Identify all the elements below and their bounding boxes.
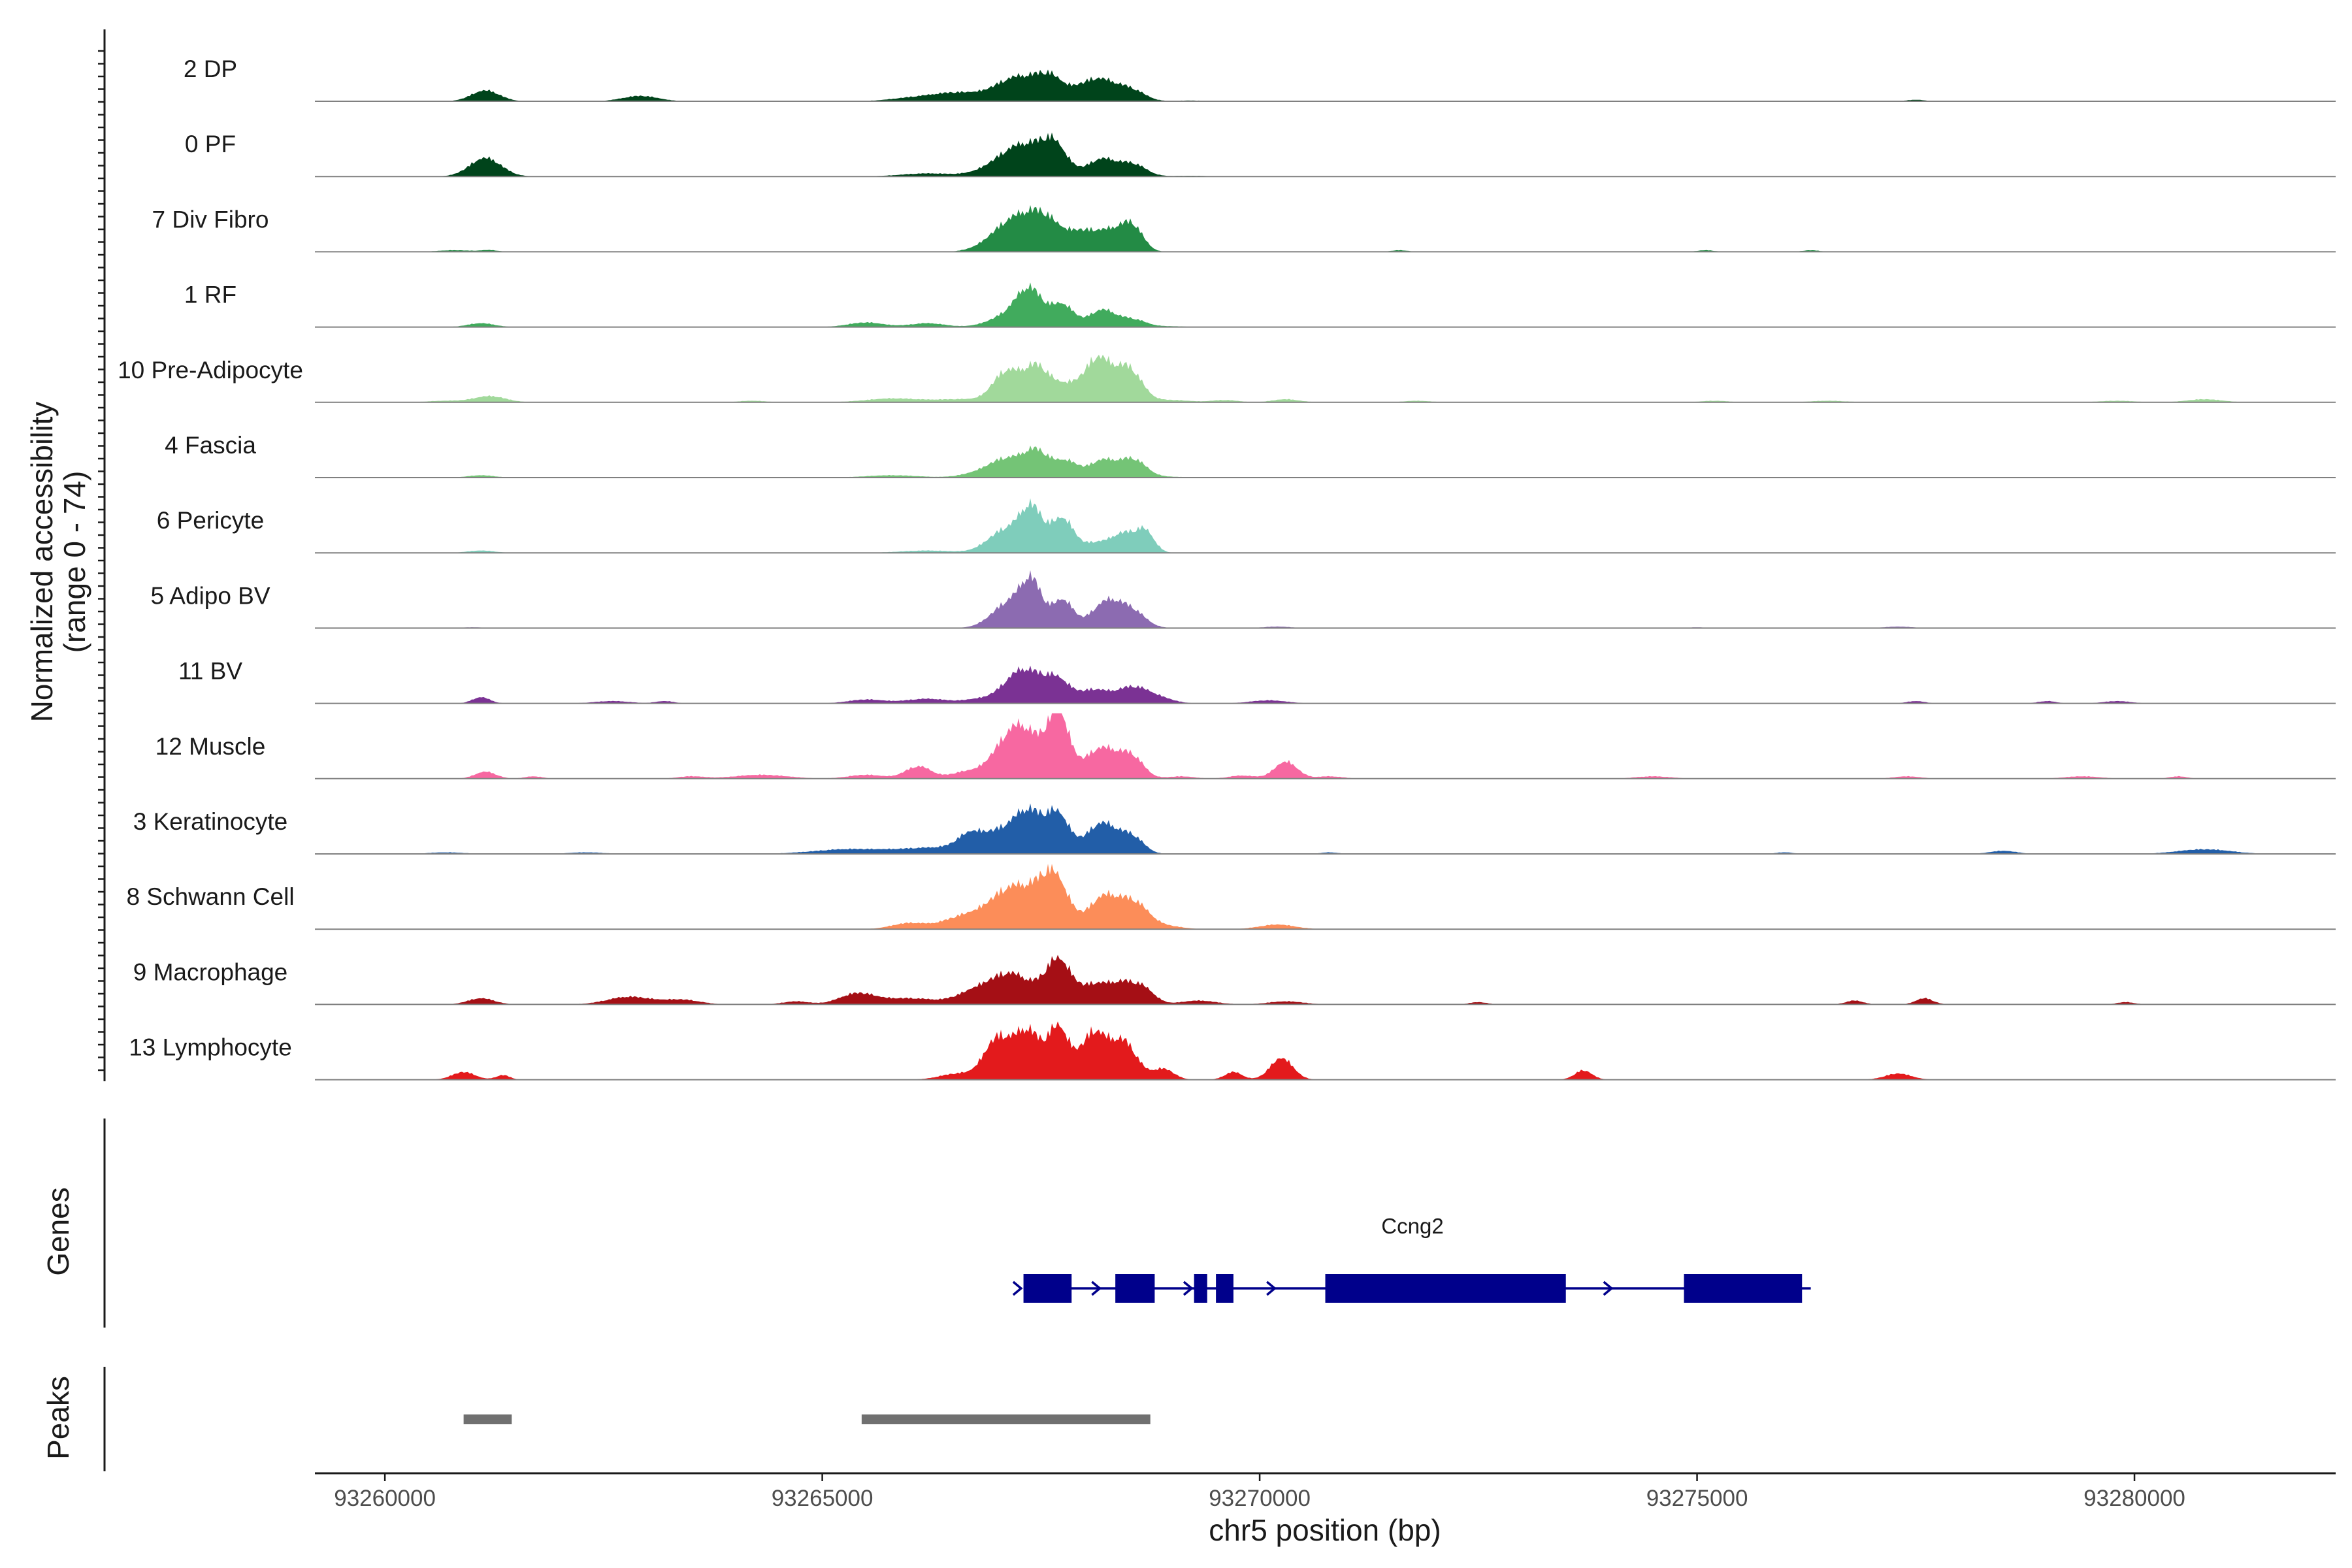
coverage-area xyxy=(315,570,2336,629)
strand-arrow xyxy=(1603,1281,1614,1296)
gene-exon xyxy=(1216,1274,1233,1303)
coverage-area xyxy=(315,665,2336,704)
peaks-track xyxy=(103,1367,1151,1471)
track-9: 11 BV xyxy=(178,658,2336,704)
x-tick-label: 93280000 xyxy=(2083,1486,2185,1511)
track-label: 11 BV xyxy=(178,658,242,685)
track-1: 2 DP xyxy=(184,56,2336,102)
coverage-area xyxy=(315,864,2336,930)
coverage-area xyxy=(315,132,2336,177)
track-label: 2 DP xyxy=(184,56,237,82)
gene-track: Ccng2 xyxy=(103,1119,1811,1328)
track-5: 10 Pre-Adipocyte xyxy=(118,354,2336,403)
track-label: 6 Pericyte xyxy=(157,507,265,534)
gene-name-label: Ccng2 xyxy=(1381,1214,1443,1238)
coverage-area xyxy=(315,354,2336,402)
gene-exon xyxy=(1684,1274,1803,1303)
track-label: 9 Macrophage xyxy=(133,958,288,985)
x-axis: 93260000 93265000 93270000 93275000 93280000 xyxy=(315,1472,2336,1511)
y-axis-title-line1: Normalized accessibility xyxy=(25,402,59,723)
peak-region xyxy=(463,1414,512,1424)
track-4: 1 RF xyxy=(184,282,2336,328)
gene-exon xyxy=(1115,1274,1155,1303)
x-tick-label: 93260000 xyxy=(334,1486,436,1511)
genes-axis-title: Genes xyxy=(41,1187,75,1276)
gene-exon xyxy=(1023,1274,1072,1303)
gene-exon xyxy=(1325,1274,1566,1303)
coverage-area xyxy=(315,803,2336,854)
coverage-area xyxy=(315,446,2336,478)
track-label: 8 Schwann Cell xyxy=(126,883,294,910)
coverage-area xyxy=(315,204,2336,252)
track-label: 13 Lymphocyte xyxy=(129,1034,292,1061)
strand-arrow xyxy=(1012,1281,1023,1296)
coverage-area xyxy=(315,282,2336,327)
track-label: 12 Muscle xyxy=(155,733,266,760)
strand-arrow xyxy=(1091,1281,1102,1296)
x-tick-label: 93265000 xyxy=(772,1486,874,1511)
y-axis xyxy=(98,29,106,1081)
coverage-area xyxy=(315,955,2336,1005)
track-label: 3 Keratinocyte xyxy=(133,808,288,835)
track-2: 0 PF xyxy=(185,131,2336,178)
track-13: 9 Macrophage xyxy=(133,955,2336,1005)
track-11: 3 Keratinocyte xyxy=(133,803,2336,855)
coverage-tracks: 2 DP 0 PF 7 Div Fibro 1 RF 10 Pre-Adipocyte 4… xyxy=(118,56,2336,1081)
track-7: 6 Pericyte xyxy=(157,498,2336,554)
track-10: 12 Muscle xyxy=(155,713,2336,779)
peak-region xyxy=(861,1414,1151,1424)
track-6: 4 Fascia xyxy=(165,432,2336,478)
coverage-area xyxy=(315,498,2336,553)
x-tick-label: 93275000 xyxy=(1646,1486,1748,1511)
x-tick-label: 93270000 xyxy=(1209,1486,1311,1511)
track-8: 5 Adipo BV xyxy=(150,570,2336,629)
y-axis-title-line2: (range 0 - 74) xyxy=(57,471,91,653)
track-3: 7 Div Fibro xyxy=(152,204,2336,253)
strand-arrow xyxy=(1266,1281,1277,1296)
coverage-area xyxy=(315,1021,2336,1080)
track-label: 10 Pre-Adipocyte xyxy=(118,357,303,384)
track-label: 1 RF xyxy=(184,282,237,308)
x-axis-title: chr5 position (bp) xyxy=(1209,1513,1441,1547)
strand-arrow xyxy=(1183,1281,1194,1296)
coverage-area xyxy=(315,69,2336,101)
track-14: 13 Lymphocyte xyxy=(129,1021,2336,1081)
track-label: 5 Adipo BV xyxy=(150,582,270,609)
peaks-axis-title: Peaks xyxy=(41,1376,75,1460)
coverage-area xyxy=(315,713,2336,779)
track-label: 0 PF xyxy=(185,131,236,157)
track-12: 8 Schwann Cell xyxy=(126,864,2336,930)
gene-exon xyxy=(1194,1274,1207,1303)
track-label: 7 Div Fibro xyxy=(152,206,269,233)
track-label: 4 Fascia xyxy=(165,432,256,459)
